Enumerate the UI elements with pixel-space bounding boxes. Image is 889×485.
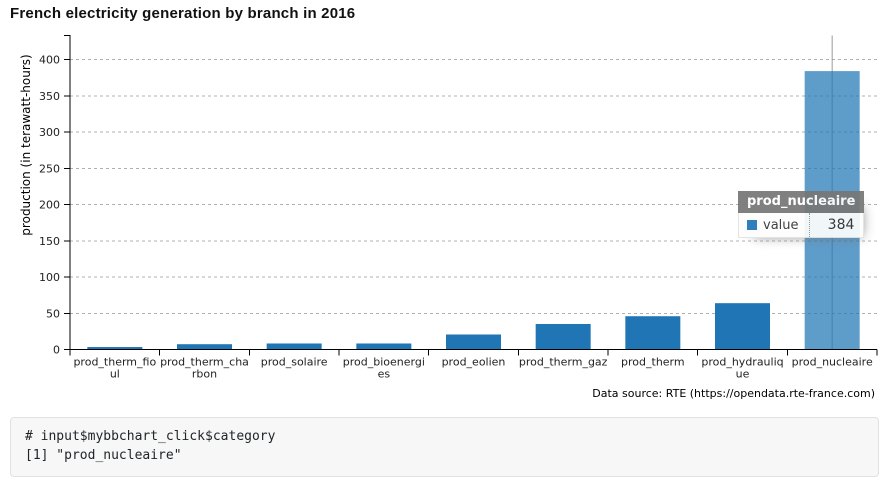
tooltip-title: prod_nucleaire: [738, 191, 865, 213]
x-tick-label-prod_bioenergies: prod_bioenergi es: [343, 356, 425, 381]
console-output: # input$mybbchart_click$category [1] "pro…: [10, 417, 879, 477]
bar-prod_therm_fioul[interactable]: [87, 347, 143, 350]
series-marker-icon: [747, 220, 757, 230]
console-line-result: [1] "prod_nucleaire": [25, 447, 182, 463]
y-axis-label: production (in terawatt-hours): [19, 54, 33, 235]
x-tick-label-prod_therm: prod_therm: [621, 356, 685, 369]
y-gridlines: [70, 59, 877, 314]
bar-prod_bioenergies[interactable]: [356, 343, 412, 350]
bar-chart: 0 50 100 150 200 250 300 350 400 prod_therm_fio u…: [19, 35, 878, 400]
svg-text:100: 100: [39, 271, 60, 284]
svg-text:200: 200: [39, 199, 60, 212]
svg-text:50: 50: [46, 307, 60, 320]
svg-text:150: 150: [39, 235, 60, 248]
chart-tooltip: prod_nucleaire value 384: [738, 191, 865, 238]
tooltip-row: value 384: [738, 213, 865, 238]
bar-prod_eolien[interactable]: [446, 334, 501, 350]
console-line-comment: # input$mybbchart_click$category: [25, 429, 276, 444]
bar-prod_hydraulique[interactable]: [715, 303, 770, 350]
y-axis: 0 50 100 150 200 250 300 350 400: [39, 35, 71, 357]
bar-prod_solaire[interactable]: [266, 343, 322, 350]
x-tick-label-prod_nucleaire: prod_nucleaire: [792, 356, 873, 369]
svg-text:350: 350: [39, 90, 60, 103]
data-source-caption: Data source: RTE (https://opendata.rte-f…: [592, 387, 875, 400]
svg-text:300: 300: [39, 126, 60, 139]
x-tick-label-prod_solaire: prod_solaire: [261, 356, 328, 369]
svg-text:0: 0: [53, 344, 60, 357]
x-tick-label-prod_therm_gaz: prod_therm_gaz: [519, 356, 608, 369]
x-tick-label-prod_therm_fioul: prod_therm_fio ul: [73, 356, 156, 381]
tooltip-value: 384: [809, 213, 863, 237]
bar-prod_therm[interactable]: [625, 316, 681, 350]
svg-text:400: 400: [39, 54, 60, 67]
bar-prod_therm_gaz[interactable]: [535, 323, 591, 350]
x-tick-label-prod_eolien: prod_eolien: [442, 356, 506, 369]
x-tick-label-prod_hydraulique: prod_hydrauliq ue: [701, 356, 783, 381]
page-title: French electricity generation by branch …: [10, 5, 356, 22]
svg-text:250: 250: [39, 162, 60, 175]
y-axis-title: production (in terawatt-hours): [19, 54, 33, 235]
tooltip-series-label: value: [763, 217, 799, 233]
x-tick-label-prod_therm_charbon: prod_therm_cha rbon: [160, 356, 249, 381]
bar-prod_therm_charbon[interactable]: [177, 344, 232, 350]
